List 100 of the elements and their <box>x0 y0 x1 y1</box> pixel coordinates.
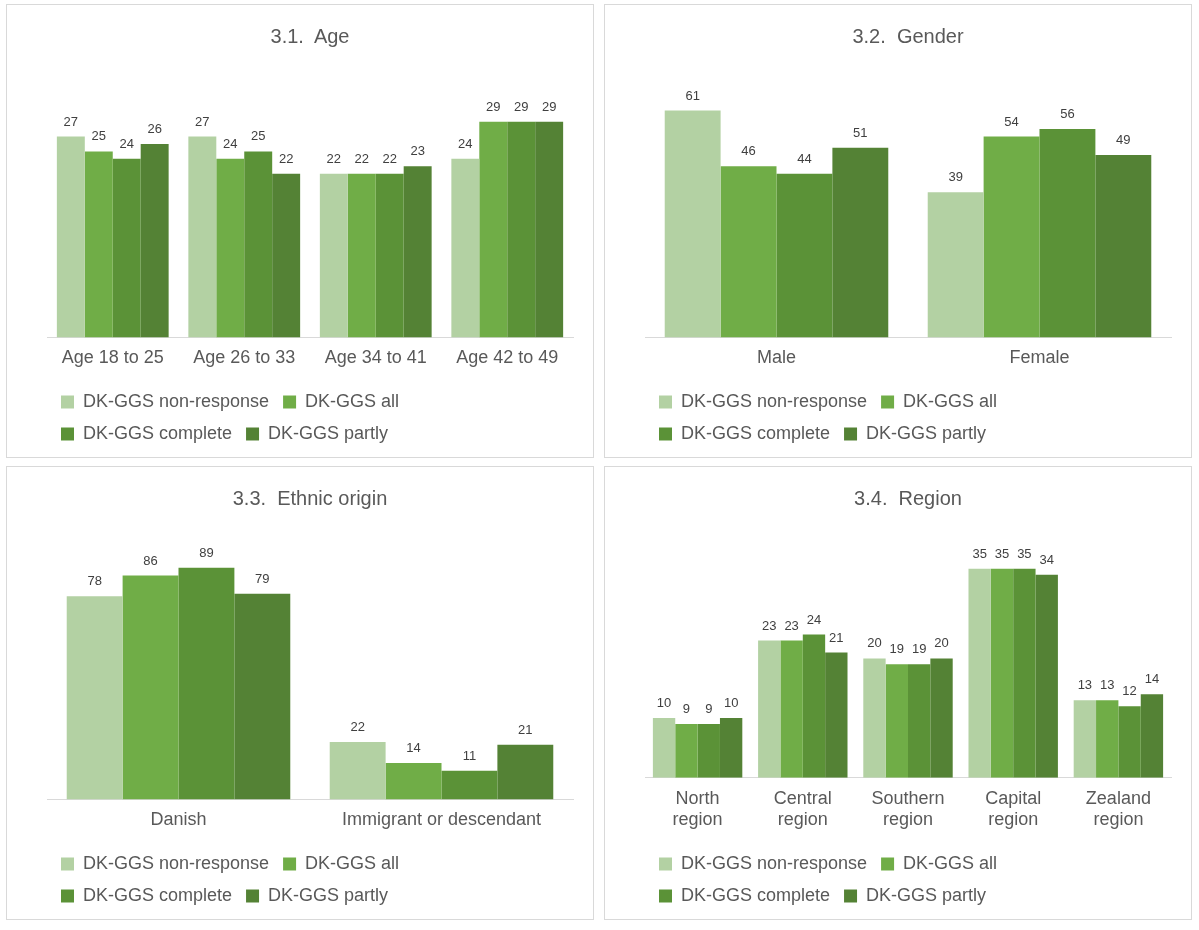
legend-label: DK-GGS partly <box>268 884 389 905</box>
data-label: 44 <box>797 150 812 166</box>
bar <box>375 173 404 338</box>
legend-label: DK-GGS non-response <box>83 390 270 411</box>
data-label: 19 <box>889 641 905 657</box>
data-label: 10 <box>723 695 739 711</box>
data-label: 12 <box>1122 683 1137 699</box>
data-label: 35 <box>994 545 1010 561</box>
data-label: 21 <box>829 629 844 645</box>
bar <box>319 173 348 338</box>
data-label: 26 <box>147 121 162 137</box>
data-label: 35 <box>972 545 987 561</box>
legend-label: DK-GGS complete <box>681 422 831 443</box>
x-tick-label: Age 26 to 33 <box>193 347 296 368</box>
bar <box>1118 706 1141 778</box>
bar <box>1073 700 1097 778</box>
data-label: 27 <box>195 113 210 129</box>
bar <box>56 136 85 338</box>
data-label: 27 <box>63 113 79 129</box>
data-label: 14 <box>406 740 421 756</box>
bar <box>66 596 123 800</box>
bar <box>664 110 721 338</box>
data-label: 56 <box>1060 106 1075 122</box>
bar <box>675 724 698 778</box>
bar <box>776 173 833 338</box>
bar <box>178 567 235 800</box>
data-label: 22 <box>354 150 370 166</box>
data-label: 22 <box>278 150 294 166</box>
bar <box>216 158 245 338</box>
data-label: 9 <box>705 701 713 717</box>
bar <box>1013 568 1036 778</box>
data-label: 11 <box>462 747 477 763</box>
x-tick-label: Immigrant or descendant <box>341 809 542 830</box>
legend-label: DK-GGS all <box>305 390 400 411</box>
bar <box>863 658 886 778</box>
data-label: 20 <box>867 635 882 651</box>
data-label: 24 <box>458 135 473 151</box>
bar <box>347 173 376 338</box>
data-label: 86 <box>143 552 158 568</box>
chart-title: 3.1. Age <box>270 24 350 47</box>
data-label: 29 <box>513 98 529 114</box>
data-label: 35 <box>1017 545 1032 561</box>
bar <box>329 742 386 800</box>
x-tick-label: Male <box>756 347 797 368</box>
legend-label: DK-GGS partly <box>268 422 389 443</box>
data-label: 25 <box>91 128 107 144</box>
bar <box>403 166 432 338</box>
data-label: 23 <box>762 617 777 633</box>
data-label: 14 <box>1144 671 1160 687</box>
data-label: 13 <box>1099 677 1115 693</box>
bar <box>1039 129 1096 338</box>
data-label: 23 <box>784 617 799 633</box>
bar <box>1140 694 1164 778</box>
bar <box>697 724 720 778</box>
data-label: 25 <box>250 128 266 144</box>
data-label: 19 <box>911 641 927 657</box>
bar <box>832 147 889 338</box>
bar <box>441 770 498 800</box>
bar <box>908 664 931 778</box>
data-label: 23 <box>410 143 425 159</box>
bar <box>244 151 273 338</box>
data-label: 10 <box>656 695 672 711</box>
data-label: 49 <box>1116 132 1131 148</box>
bar <box>885 664 908 778</box>
data-label: 78 <box>87 573 102 589</box>
data-label: 22 <box>382 150 397 166</box>
bar <box>451 158 480 338</box>
bar <box>140 143 169 338</box>
bar <box>825 652 848 778</box>
bar <box>84 151 113 338</box>
x-tick-label: Zealand region <box>1085 787 1151 830</box>
bar <box>968 568 991 778</box>
data-label: 9 <box>682 701 691 717</box>
x-tick-label: Capital region <box>985 787 1042 830</box>
data-label: 24 <box>119 135 134 151</box>
bar <box>535 121 564 338</box>
legend-label: DK-GGS complete <box>681 884 831 905</box>
bar <box>802 634 826 778</box>
data-label: 20 <box>934 635 949 651</box>
legend-label: DK-GGS all <box>305 852 400 873</box>
bar <box>479 121 508 338</box>
legend-label: DK-GGS non-response <box>83 852 270 873</box>
bar <box>188 136 217 338</box>
bar <box>758 640 781 778</box>
bar <box>1096 700 1119 778</box>
x-tick-label: Central region <box>773 787 832 830</box>
x-tick-label: Southern region <box>871 787 945 830</box>
data-label: 79 <box>255 570 270 586</box>
bar <box>122 575 179 800</box>
bar <box>385 762 442 800</box>
bar <box>990 568 1014 778</box>
chart-title: 3.2. Gender <box>852 24 964 47</box>
bar <box>927 192 984 338</box>
legend-label: DK-GGS non-response <box>681 852 868 873</box>
x-tick-label: Age 18 to 25 <box>61 347 164 368</box>
data-label: 54 <box>1004 113 1019 129</box>
data-label: 61 <box>685 87 700 103</box>
bar <box>272 173 301 338</box>
legend-label: DK-GGS non-response <box>681 390 868 411</box>
legend-label: DK-GGS all <box>903 390 998 411</box>
